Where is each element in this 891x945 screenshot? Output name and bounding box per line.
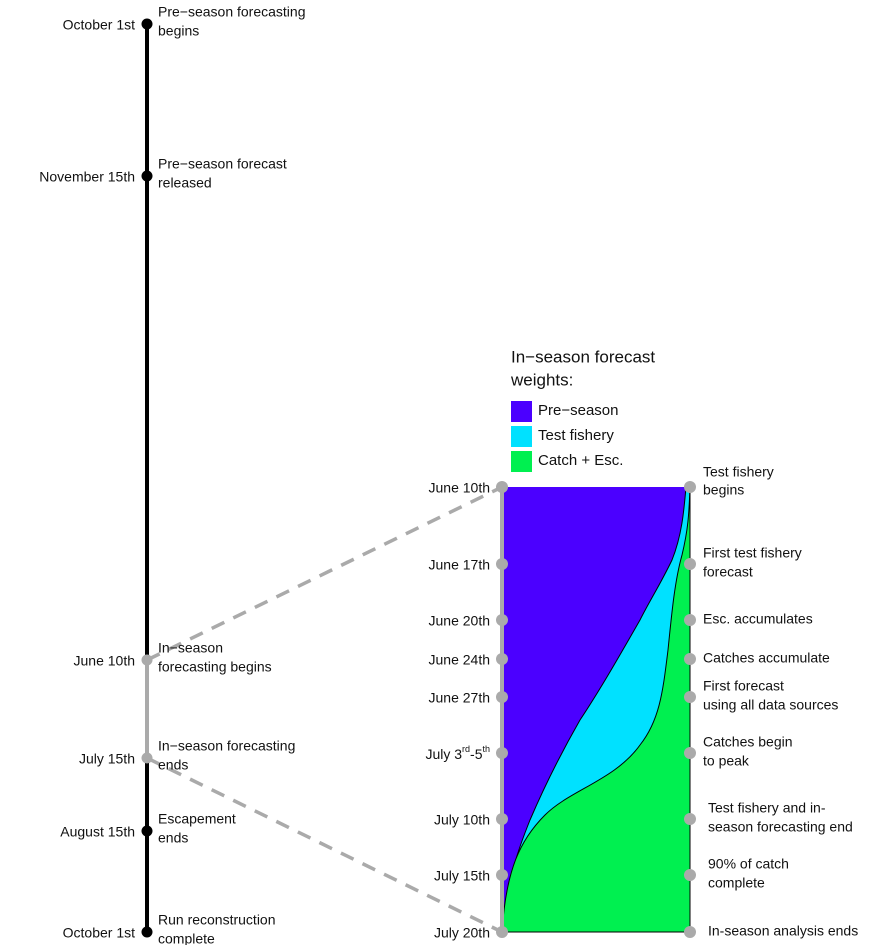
- date-label-part: rd: [462, 744, 470, 754]
- date-node: [496, 614, 508, 626]
- date-node: [496, 869, 508, 881]
- timeline-label: Pre−season forecast: [158, 156, 287, 172]
- date-label: June 20th: [429, 613, 491, 629]
- timeline-node: [141, 825, 153, 837]
- event-label: to peak: [703, 753, 750, 769]
- legend-swatch: [511, 451, 532, 472]
- timeline-label: Pre−season forecasting: [158, 4, 305, 20]
- date-label-part: th: [482, 744, 490, 754]
- date-node: [496, 691, 508, 703]
- date-label: June 24th: [429, 652, 491, 668]
- date-node: [496, 813, 508, 825]
- event-node: [684, 614, 696, 626]
- timeline-node: [141, 18, 153, 30]
- date-label: July 3rd-5th: [425, 744, 490, 761]
- event-node: [684, 747, 696, 759]
- event-label: Test fishery: [703, 464, 774, 480]
- timeline-date: November 15th: [39, 169, 135, 185]
- event-label: Catches begin: [703, 734, 793, 750]
- event-label: Catches accumulate: [703, 650, 830, 666]
- timeline-node: [141, 926, 153, 938]
- timeline-node: [141, 752, 153, 764]
- timeline-label: ends: [158, 830, 188, 846]
- zoom-line: [146, 485, 503, 662]
- event-label: In-season analysis ends: [708, 923, 858, 939]
- event-label: 90% of catch: [708, 856, 789, 872]
- date-label: July 10th: [434, 812, 490, 828]
- legend-label: Catch + Esc.: [538, 452, 623, 469]
- date-label: June 27th: [429, 690, 491, 706]
- timeline-date: August 15th: [60, 824, 135, 840]
- date-node: [496, 653, 508, 665]
- event-label: First forecast: [703, 678, 784, 694]
- date-node: [496, 747, 508, 759]
- timeline-label: begins: [158, 23, 199, 39]
- legend-swatch: [511, 401, 532, 422]
- timeline-label: In−season forecasting: [158, 738, 295, 754]
- legend-title: In−season forecast: [511, 347, 655, 366]
- timeline-date: July 15th: [79, 751, 135, 767]
- date-label-part: July 3: [425, 746, 462, 762]
- timeline-label: complete: [158, 931, 215, 945]
- event-node: [684, 653, 696, 665]
- date-node: [496, 926, 508, 938]
- event-label: complete: [708, 875, 765, 891]
- event-label: season forecasting end: [708, 819, 853, 835]
- event-label: Test fishery and in-: [708, 800, 826, 816]
- date-label: June 10th: [429, 480, 491, 496]
- event-node: [684, 691, 696, 703]
- event-node: [684, 558, 696, 570]
- event-label: Esc. accumulates: [703, 611, 813, 627]
- zoom-line: [146, 756, 503, 934]
- date-node: [496, 558, 508, 570]
- timeline-label: Escapement: [158, 811, 236, 827]
- timeline-node: [141, 170, 153, 182]
- event-node: [684, 813, 696, 825]
- date-label: June 17th: [429, 557, 491, 573]
- date-label: July 20th: [434, 925, 490, 941]
- legend-label: Pre−season: [538, 402, 618, 419]
- timeline-label: In−season: [158, 640, 223, 656]
- timeline-date: October 1st: [63, 925, 135, 941]
- event-node: [684, 481, 696, 493]
- catch-esc-area: [501, 486, 691, 933]
- legend-title: weights:: [510, 370, 573, 389]
- legend-label: Test fishery: [538, 427, 614, 444]
- event-label: forecast: [703, 564, 753, 580]
- event-label: begins: [703, 482, 744, 498]
- timeline-label: ends: [158, 757, 188, 773]
- legend-swatch: [511, 426, 532, 447]
- event-label: First test fishery: [703, 545, 802, 561]
- event-node: [684, 926, 696, 938]
- timeline-label: forecasting begins: [158, 659, 272, 675]
- timeline-date: June 10th: [74, 653, 136, 669]
- timeline-node: [141, 654, 153, 666]
- timeline-date: October 1st: [63, 17, 135, 33]
- event-node: [684, 869, 696, 881]
- date-node: [496, 481, 508, 493]
- timeline-label: Run reconstruction: [158, 912, 276, 928]
- date-label-part: -5: [470, 746, 483, 762]
- date-label: July 15th: [434, 868, 490, 884]
- timeline-label: released: [158, 175, 212, 191]
- event-label: using all data sources: [703, 697, 838, 713]
